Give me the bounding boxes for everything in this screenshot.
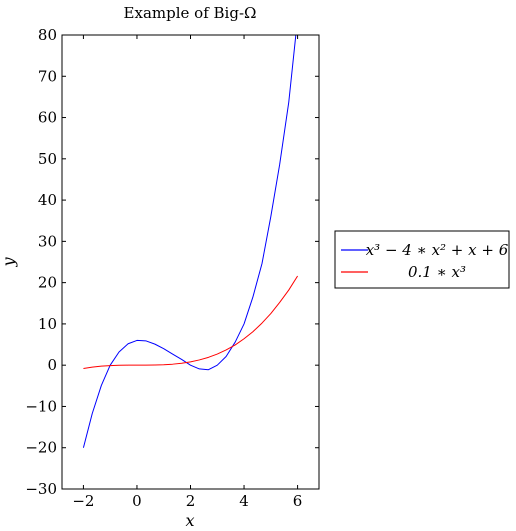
y-tick-label: 40 xyxy=(38,191,57,209)
y-tick-label: 60 xyxy=(38,109,57,127)
y-tick-label: 80 xyxy=(38,26,57,44)
y-tick-label: 0 xyxy=(47,356,57,374)
series-line-blue xyxy=(82,35,297,448)
series-line-red xyxy=(83,275,299,369)
x-tick-label: 6 xyxy=(293,492,303,510)
y-tick-label: 30 xyxy=(38,232,57,250)
y-tick-label: 10 xyxy=(38,315,57,333)
y-axis-label: y xyxy=(0,257,18,268)
legend-box xyxy=(334,230,510,289)
x-tick-label: −2 xyxy=(72,492,94,510)
plot-frame xyxy=(61,34,320,490)
legend-label-blue: x³ − 4 ∗ x² + x + 6 xyxy=(366,241,509,259)
x-tick-label: 0 xyxy=(132,492,142,510)
y-tick-label: 20 xyxy=(38,274,57,292)
x-axis-label: x xyxy=(185,511,194,530)
y-tick-label: 70 xyxy=(38,67,57,85)
legend: x³ − 4 ∗ x² + x + 6 0.1 ∗ x³ xyxy=(334,230,510,289)
y-tick-label: −30 xyxy=(25,480,57,498)
y-tick-label: −10 xyxy=(25,397,57,415)
legend-label-red: 0.1 ∗ x³ xyxy=(408,263,466,281)
x-tick-label: 4 xyxy=(239,492,249,510)
x-tick-label: 2 xyxy=(186,492,196,510)
chart-title: Example of Big-Ω xyxy=(124,4,257,22)
y-tick-label: 50 xyxy=(38,150,57,168)
y-tick-label: −20 xyxy=(25,439,57,457)
